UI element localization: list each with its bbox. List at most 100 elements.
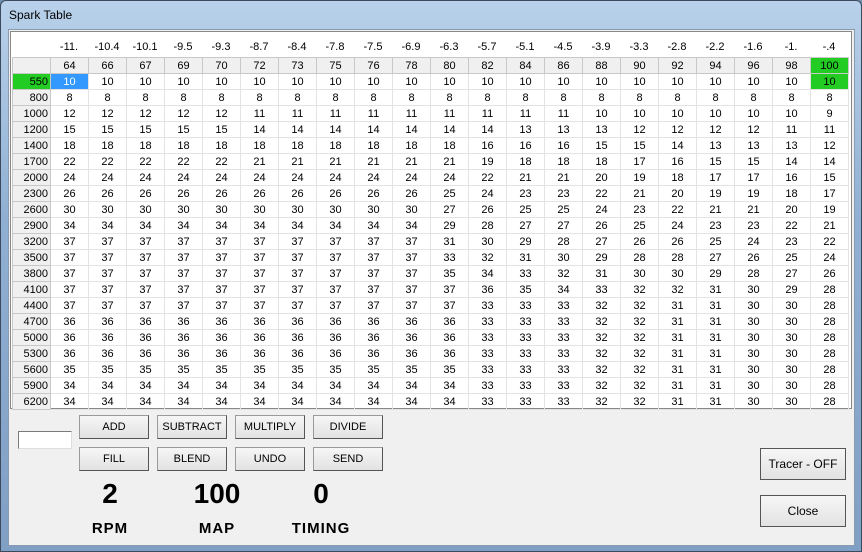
table-cell[interactable]: 11: [278, 105, 317, 122]
table-cell[interactable]: 15: [734, 153, 773, 170]
table-cell[interactable]: 21: [696, 201, 735, 218]
table-cell[interactable]: 33: [468, 393, 507, 410]
table-cell[interactable]: 24: [126, 169, 165, 186]
table-cell[interactable]: 14: [278, 121, 317, 138]
table-cell[interactable]: 24: [50, 169, 89, 186]
table-cell[interactable]: 35: [392, 361, 431, 378]
table-cell[interactable]: 37: [240, 233, 279, 250]
table-cell[interactable]: 32: [658, 281, 697, 298]
row-header[interactable]: 3500: [12, 249, 51, 266]
table-cell[interactable]: 36: [50, 313, 89, 330]
table-cell[interactable]: 30: [734, 281, 773, 298]
table-cell[interactable]: 25: [430, 185, 469, 202]
table-cell[interactable]: 18: [202, 137, 241, 154]
table-cell[interactable]: 30: [772, 361, 811, 378]
table-cell[interactable]: 25: [544, 201, 583, 218]
send-button[interactable]: SEND: [313, 447, 383, 471]
table-cell[interactable]: 10: [734, 105, 773, 122]
table-cell[interactable]: 37: [88, 265, 127, 282]
table-cell[interactable]: 32: [620, 345, 659, 362]
table-cell[interactable]: 8: [316, 89, 355, 106]
table-cell[interactable]: 37: [88, 281, 127, 298]
table-cell[interactable]: 34: [316, 393, 355, 410]
table-cell[interactable]: 34: [202, 217, 241, 234]
table-cell[interactable]: 28: [810, 393, 849, 410]
table-cell[interactable]: 33: [468, 313, 507, 330]
table-cell[interactable]: 30: [734, 297, 773, 314]
table-cell[interactable]: 21: [734, 201, 773, 218]
table-cell[interactable]: 20: [658, 185, 697, 202]
table-cell[interactable]: 10: [278, 73, 317, 90]
table-cell[interactable]: 36: [278, 345, 317, 362]
table-cell[interactable]: 37: [126, 265, 165, 282]
table-cell[interactable]: 36: [392, 313, 431, 330]
table-cell[interactable]: 31: [658, 345, 697, 362]
table-cell[interactable]: 12: [126, 105, 165, 122]
table-cell[interactable]: 33: [506, 393, 545, 410]
column-header[interactable]: 84: [506, 57, 545, 74]
table-cell[interactable]: 33: [544, 345, 583, 362]
table-cell[interactable]: 11: [468, 105, 507, 122]
table-cell[interactable]: 37: [354, 233, 393, 250]
table-cell[interactable]: 24: [354, 169, 393, 186]
table-cell[interactable]: 26: [658, 233, 697, 250]
table-cell[interactable]: 30: [278, 201, 317, 218]
table-cell[interactable]: 31: [696, 297, 735, 314]
table-cell[interactable]: 10: [772, 105, 811, 122]
table-cell[interactable]: 30: [126, 201, 165, 218]
table-cell[interactable]: 26: [164, 185, 203, 202]
table-cell[interactable]: 28: [620, 249, 659, 266]
table-cell[interactable]: 36: [126, 345, 165, 362]
column-header[interactable]: 70: [202, 57, 241, 74]
table-cell[interactable]: 37: [50, 233, 89, 250]
table-cell[interactable]: 10: [544, 73, 583, 90]
table-cell[interactable]: 22: [658, 201, 697, 218]
table-cell[interactable]: 18: [354, 137, 393, 154]
table-cell[interactable]: 28: [810, 329, 849, 346]
table-cell[interactable]: 37: [278, 297, 317, 314]
table-cell[interactable]: 26: [50, 185, 89, 202]
table-cell[interactable]: 37: [88, 233, 127, 250]
table-cell[interactable]: 8: [88, 89, 127, 106]
table-cell[interactable]: 29: [430, 217, 469, 234]
table-cell[interactable]: 34: [240, 377, 279, 394]
table-cell[interactable]: 37: [202, 249, 241, 266]
table-cell[interactable]: 8: [696, 89, 735, 106]
table-cell[interactable]: 18: [658, 169, 697, 186]
row-header[interactable]: 1400: [12, 137, 51, 154]
table-cell[interactable]: 14: [772, 153, 811, 170]
table-cell[interactable]: 10: [620, 73, 659, 90]
table-cell[interactable]: 10: [810, 73, 849, 90]
table-cell[interactable]: 31: [696, 345, 735, 362]
table-cell[interactable]: 33: [506, 313, 545, 330]
table-cell[interactable]: 23: [734, 217, 773, 234]
table-cell[interactable]: 14: [810, 153, 849, 170]
table-cell[interactable]: 10: [50, 73, 89, 90]
table-cell[interactable]: 37: [50, 281, 89, 298]
table-cell[interactable]: 10: [202, 73, 241, 90]
table-cell[interactable]: 15: [810, 169, 849, 186]
table-cell[interactable]: 18: [126, 137, 165, 154]
table-cell[interactable]: 34: [354, 217, 393, 234]
table-cell[interactable]: 31: [696, 281, 735, 298]
table-cell[interactable]: 31: [696, 393, 735, 410]
table-cell[interactable]: 16: [658, 153, 697, 170]
table-cell[interactable]: 35: [354, 361, 393, 378]
table-cell[interactable]: 10: [582, 105, 621, 122]
table-cell[interactable]: 12: [658, 121, 697, 138]
table-cell[interactable]: 30: [392, 201, 431, 218]
table-cell[interactable]: 10: [696, 73, 735, 90]
table-cell[interactable]: 37: [126, 281, 165, 298]
table-cell[interactable]: 35: [316, 361, 355, 378]
table-cell[interactable]: 8: [506, 89, 545, 106]
column-header[interactable]: 67: [126, 57, 165, 74]
table-cell[interactable]: 10: [772, 73, 811, 90]
table-cell[interactable]: 34: [278, 217, 317, 234]
table-cell[interactable]: 12: [50, 105, 89, 122]
row-header[interactable]: 550: [12, 73, 51, 90]
table-cell[interactable]: 25: [696, 233, 735, 250]
table-cell[interactable]: 37: [316, 249, 355, 266]
table-cell[interactable]: 30: [734, 361, 773, 378]
column-header[interactable]: 69: [164, 57, 203, 74]
table-cell[interactable]: 35: [506, 281, 545, 298]
